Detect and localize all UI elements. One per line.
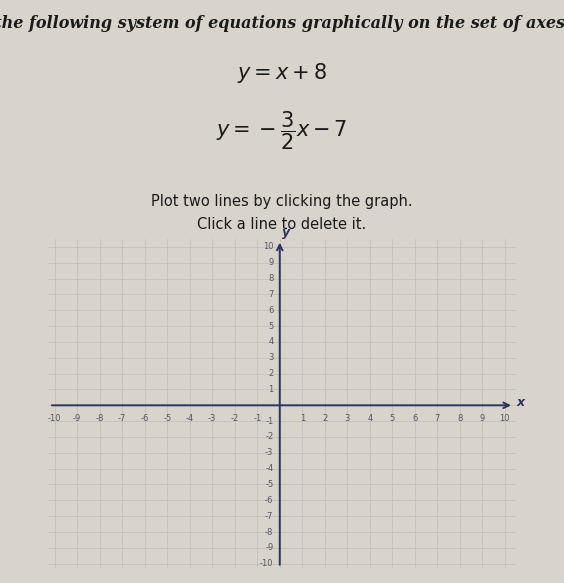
Text: 9: 9: [479, 414, 485, 423]
Text: Solve the following system of equations graphically on the set of axes below: Solve the following system of equations …: [0, 15, 564, 31]
Text: -9: -9: [73, 414, 81, 423]
Text: -9: -9: [265, 543, 274, 552]
Text: -5: -5: [265, 480, 274, 489]
Text: 9: 9: [268, 258, 274, 267]
Text: -8: -8: [95, 414, 104, 423]
Text: -2: -2: [265, 433, 274, 441]
Text: -10: -10: [260, 559, 274, 568]
Text: 4: 4: [367, 414, 372, 423]
Text: 2: 2: [268, 369, 274, 378]
Text: -3: -3: [208, 414, 217, 423]
Text: -3: -3: [265, 448, 274, 457]
Text: -4: -4: [265, 464, 274, 473]
Text: -2: -2: [231, 414, 239, 423]
Text: -10: -10: [48, 414, 61, 423]
Text: -7: -7: [265, 512, 274, 521]
Text: $y = -\dfrac{3}{2}x - 7$: $y = -\dfrac{3}{2}x - 7$: [216, 110, 348, 152]
Text: 3: 3: [268, 353, 274, 362]
Text: 7: 7: [268, 290, 274, 299]
Text: 10: 10: [500, 414, 510, 423]
Text: -6: -6: [140, 414, 149, 423]
Text: 10: 10: [263, 243, 274, 251]
Text: 2: 2: [322, 414, 327, 423]
Text: 5: 5: [268, 322, 274, 331]
Text: 7: 7: [435, 414, 440, 423]
Text: 3: 3: [345, 414, 350, 423]
Text: Plot two lines by clicking the graph.: Plot two lines by clicking the graph.: [151, 194, 413, 209]
Text: 8: 8: [457, 414, 462, 423]
Text: -5: -5: [163, 414, 171, 423]
Text: 5: 5: [390, 414, 395, 423]
Text: -7: -7: [118, 414, 126, 423]
Text: -1: -1: [253, 414, 261, 423]
Text: 1: 1: [299, 414, 305, 423]
Text: Click a line to delete it.: Click a line to delete it.: [197, 217, 367, 232]
Text: x: x: [516, 396, 524, 409]
Text: 1: 1: [268, 385, 274, 394]
Text: -4: -4: [186, 414, 194, 423]
Text: 6: 6: [412, 414, 417, 423]
Text: 8: 8: [268, 274, 274, 283]
Text: y: y: [282, 226, 290, 239]
Text: $y = x + 8$: $y = x + 8$: [237, 61, 327, 85]
Text: 6: 6: [268, 306, 274, 315]
Text: -8: -8: [265, 528, 274, 536]
Text: 4: 4: [268, 338, 274, 346]
Text: -1: -1: [265, 417, 274, 426]
Text: -6: -6: [265, 496, 274, 505]
